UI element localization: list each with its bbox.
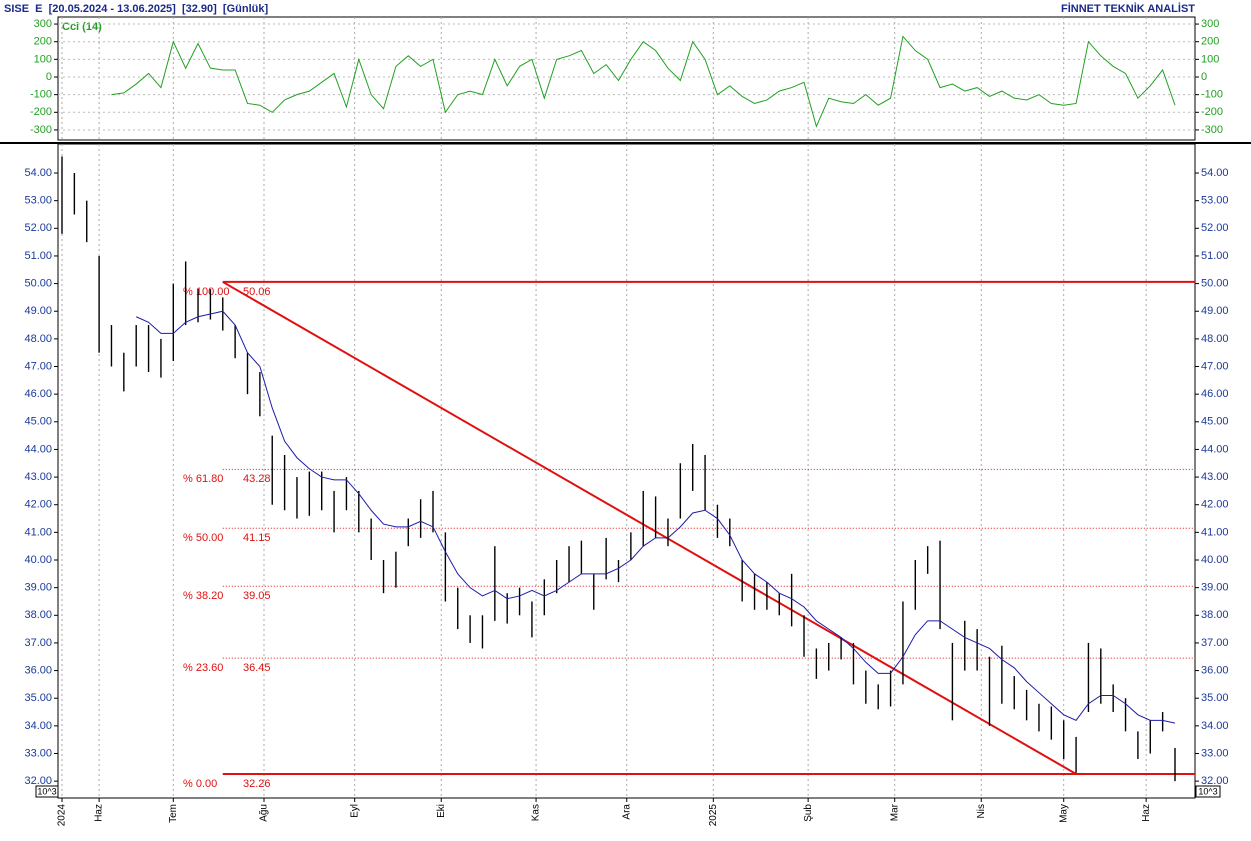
- fib-label: % 0.00: [183, 778, 217, 790]
- x-tick-label: Eki: [436, 804, 447, 818]
- y-tick-label: 38.00: [1201, 609, 1229, 621]
- fib-value: 43.28: [243, 473, 271, 485]
- y-tick-label: 47.00: [24, 360, 52, 372]
- indicator-title: Cci (14): [62, 21, 102, 33]
- y-tick-label: 43.00: [24, 471, 52, 483]
- x-tick-label: 2024: [57, 804, 68, 827]
- y-tick-label: 37.00: [1201, 637, 1229, 649]
- scale-box: [35, 785, 59, 798]
- y-tick-label: 300: [34, 18, 52, 30]
- fib-label: % 38.20: [183, 590, 223, 602]
- y-tick-label: -300: [1201, 124, 1223, 136]
- x-tick-label: Haz: [94, 804, 105, 822]
- y-tick-label: 200: [34, 36, 52, 48]
- y-tick-label: 42.00: [1201, 499, 1229, 511]
- fib-value: 41.15: [243, 532, 271, 544]
- y-tick-label: 39.00: [24, 582, 52, 594]
- y-tick-label: 36.00: [1201, 664, 1229, 676]
- y-tick-label: 46.00: [24, 388, 52, 400]
- fib-label: % 100.00: [183, 286, 229, 298]
- scale-label: 10^3: [37, 786, 56, 796]
- y-tick-label: 48.00: [24, 333, 52, 345]
- scale-box: [1195, 785, 1221, 798]
- y-tick-label: 41.00: [1201, 526, 1229, 538]
- fib-value: 39.05: [243, 590, 271, 602]
- x-tick-label: May: [1058, 804, 1069, 823]
- y-tick-label: 49.00: [1201, 305, 1229, 317]
- fib-label: % 61.80: [183, 473, 223, 485]
- y-tick-label: 35.00: [1201, 692, 1229, 704]
- y-tick-label: 48.00: [1201, 333, 1229, 345]
- y-tick-label: 100: [1201, 53, 1219, 65]
- x-tick-label: Nis: [976, 804, 987, 818]
- y-tick-label: 200: [1201, 36, 1219, 48]
- x-tick-label: Mar: [889, 803, 900, 821]
- y-tick-label: 44.00: [1201, 443, 1229, 455]
- y-tick-label: 50.00: [24, 277, 52, 289]
- y-tick-label: 36.00: [24, 664, 52, 676]
- trend-line: [222, 281, 1077, 775]
- fib-label: % 50.00: [183, 532, 223, 544]
- x-tick-label: Ağu: [259, 804, 270, 822]
- y-tick-label: 52.00: [24, 222, 52, 234]
- y-tick-label: 34.00: [24, 720, 52, 732]
- y-tick-label: 33.00: [1201, 747, 1229, 759]
- y-tick-label: 100: [34, 53, 52, 65]
- chart-title: SISE E [20.05.2024 - 13.06.2025] [32.90]…: [4, 3, 268, 15]
- y-tick-label: 0: [1201, 71, 1207, 83]
- y-tick-label: 38.00: [24, 609, 52, 621]
- panel-divider: [0, 142, 1251, 144]
- x-tick-label: Eyl: [349, 804, 360, 818]
- y-tick-label: -300: [30, 124, 52, 136]
- y-tick-label: 43.00: [1201, 471, 1229, 483]
- y-tick-label: 50.00: [1201, 277, 1229, 289]
- y-tick-label: 54.00: [1201, 167, 1229, 179]
- x-tick-label: Tem: [168, 804, 179, 823]
- y-tick-label: 51.00: [24, 250, 52, 262]
- y-tick-label: 35.00: [24, 692, 52, 704]
- x-tick-label: Şub: [803, 804, 814, 822]
- y-tick-label: 54.00: [24, 167, 52, 179]
- y-tick-label: 32.00: [1201, 775, 1229, 787]
- y-tick-label: 49.00: [24, 305, 52, 317]
- y-tick-label: -200: [30, 106, 52, 118]
- y-tick-label: 37.00: [24, 637, 52, 649]
- y-tick-label: 51.00: [1201, 250, 1229, 262]
- y-tick-label: 41.00: [24, 526, 52, 538]
- y-tick-label: 32.00: [24, 775, 52, 787]
- y-tick-label: -200: [1201, 106, 1223, 118]
- y-tick-label: 42.00: [24, 499, 52, 511]
- x-tick-label: Ara: [621, 804, 632, 820]
- fib-label: % 23.60: [183, 662, 223, 674]
- y-tick-label: 53.00: [1201, 195, 1229, 207]
- y-tick-label: 34.00: [1201, 720, 1229, 732]
- y-tick-label: 47.00: [1201, 360, 1229, 372]
- x-tick-label: 2025: [708, 804, 719, 827]
- y-tick-label: 0: [46, 71, 52, 83]
- y-tick-label: 40.00: [24, 554, 52, 566]
- y-tick-label: 40.00: [1201, 554, 1229, 566]
- moving-average: [135, 310, 1176, 724]
- y-tick-label: 33.00: [24, 747, 52, 759]
- fib-value: 32.26: [243, 778, 271, 790]
- y-tick-label: 300: [1201, 18, 1219, 30]
- y-tick-label: 45.00: [1201, 416, 1229, 428]
- y-tick-label: 39.00: [1201, 582, 1229, 594]
- y-tick-label: 44.00: [24, 443, 52, 455]
- fib-value: 36.45: [243, 662, 271, 674]
- x-tick-label: Haz: [1141, 804, 1152, 822]
- y-tick-label: -100: [1201, 89, 1223, 101]
- y-tick-label: 46.00: [1201, 388, 1229, 400]
- y-tick-label: 45.00: [24, 416, 52, 428]
- scale-label: 10^3: [1198, 786, 1217, 796]
- cci-line: [111, 35, 1176, 128]
- y-tick-label: -100: [30, 89, 52, 101]
- y-tick-label: 53.00: [24, 195, 52, 207]
- brand: FİNNET TEKNİK ANALİST: [1061, 2, 1195, 15]
- x-tick-label: Kas: [531, 804, 542, 821]
- fib-value: 50.06: [243, 286, 271, 298]
- y-tick-label: 52.00: [1201, 222, 1229, 234]
